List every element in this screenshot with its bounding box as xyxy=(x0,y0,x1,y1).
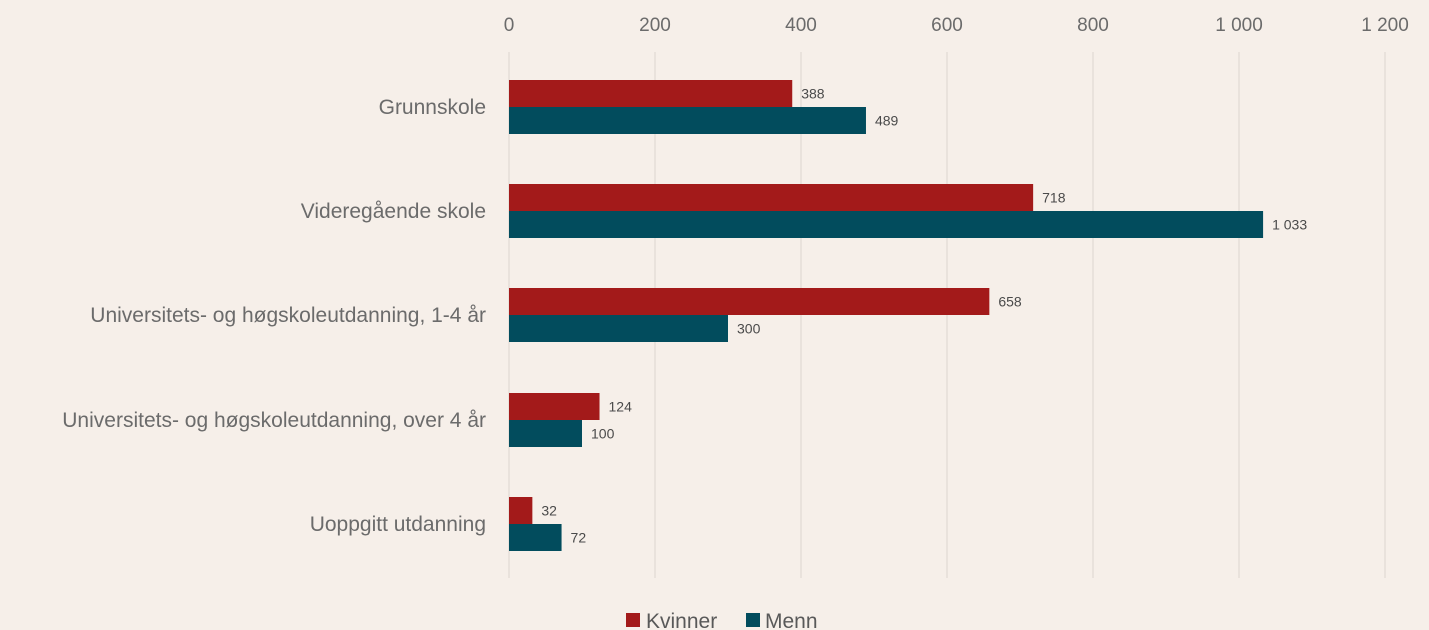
bar-menn xyxy=(509,420,582,447)
data-label: 1 033 xyxy=(1272,217,1307,233)
data-label: 658 xyxy=(998,294,1022,310)
bar-menn xyxy=(509,524,562,551)
data-label: 489 xyxy=(875,113,899,129)
x-tick-label: 400 xyxy=(785,15,817,36)
data-labels: 388 718 658 124 32 489 1 033 300 100 72 xyxy=(541,86,1307,546)
bar-kvinner xyxy=(509,393,600,420)
category-label: Universitets- og høgskoleutdanning, over… xyxy=(62,409,486,432)
bar-kvinner xyxy=(509,497,533,524)
data-label: 388 xyxy=(801,86,825,102)
category-label: Universitets- og høgskoleutdanning, 1-4 … xyxy=(90,304,486,327)
x-tick-label: 0 xyxy=(504,15,515,36)
legend-swatch xyxy=(626,613,640,627)
data-label: 32 xyxy=(541,503,557,519)
data-label: 718 xyxy=(1042,190,1066,206)
x-tick-label: 800 xyxy=(1077,15,1109,36)
x-tick-label: 200 xyxy=(639,15,671,36)
bar-menn xyxy=(509,107,866,134)
bar-menn xyxy=(509,211,1264,238)
legend-label: Kvinner xyxy=(646,610,717,630)
bar-kvinner xyxy=(509,80,793,107)
legend-label: Menn xyxy=(765,610,818,630)
category-label: Uoppgitt utdanning xyxy=(310,513,486,536)
bar-kvinner xyxy=(509,288,990,315)
x-tick-label: 1 000 xyxy=(1215,15,1263,36)
bars xyxy=(509,80,1264,551)
data-label: 124 xyxy=(609,399,633,415)
bar-menn xyxy=(509,315,728,342)
legend-swatch xyxy=(746,613,760,627)
legend: Kvinner Menn xyxy=(626,610,818,630)
category-label: Grunnskole xyxy=(379,96,486,119)
category-labels: Grunnskole Videregående skole Universitets… xyxy=(62,96,486,536)
x-axis-tick-labels: 0 200 400 600 800 1 000 1 200 xyxy=(504,15,1409,36)
data-label: 72 xyxy=(571,530,587,546)
bar-kvinner xyxy=(509,184,1034,211)
category-label: Videregående skole xyxy=(301,200,486,223)
x-tick-label: 1 200 xyxy=(1361,15,1409,36)
data-label: 300 xyxy=(737,321,761,337)
x-tick-label: 600 xyxy=(931,15,963,36)
data-label: 100 xyxy=(591,426,615,442)
